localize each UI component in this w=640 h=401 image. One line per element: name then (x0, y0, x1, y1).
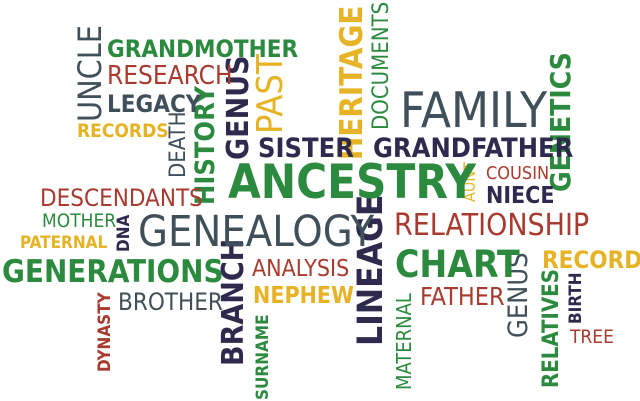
word-documents: DOCUMENTS (369, 1, 394, 130)
word-death: DEATH (166, 111, 191, 178)
word-grandmother: GRANDMOTHER (107, 35, 299, 63)
word-chart: CHART (395, 243, 520, 286)
word-cousin: COUSIN (486, 163, 550, 184)
word-paternal: PATERNAL (20, 233, 108, 253)
word-birth: BIRTH (566, 272, 586, 324)
word-sister: SISTER (258, 133, 354, 164)
word-genetics: GENETICS (544, 52, 577, 192)
word-research: RESEARCH (107, 61, 233, 91)
word-legacy: LEGACY (107, 90, 202, 118)
word-mother: MOTHER (42, 210, 117, 232)
word-generations: GENERATIONS (2, 254, 224, 290)
word-tree: TREE (570, 326, 614, 348)
word-analysis: ANALYSIS (252, 256, 350, 282)
word-nephew: NEPHEW (253, 283, 354, 309)
word-uncle: UNCLE (71, 25, 109, 122)
word-relationship: RELATIONSHIP (394, 208, 590, 243)
word-genealogy: GENEALOGY (138, 207, 375, 257)
word-relatives: RELATIVES (539, 269, 564, 388)
word-father: FATHER (420, 282, 505, 311)
word-brother: BROTHER (118, 288, 223, 316)
word-dynasty: DYNASTY (95, 292, 115, 372)
word-niece: NIECE (486, 183, 555, 209)
word-maternal: MATERNAL (392, 293, 416, 390)
word-surname: SURNAME (253, 314, 273, 400)
word-dna: DNA (114, 214, 134, 252)
word-past: PAST (250, 54, 291, 134)
word-descendants: DESCENDANTS (40, 184, 203, 212)
word-records-top: RECORDS (77, 120, 169, 142)
word-family: FAMILY (400, 82, 547, 139)
word-grandfather: GRANDFATHER (373, 133, 574, 164)
word-ancestry: ANCESTRY (228, 155, 476, 210)
word-records-right: RECORDS (542, 246, 640, 274)
